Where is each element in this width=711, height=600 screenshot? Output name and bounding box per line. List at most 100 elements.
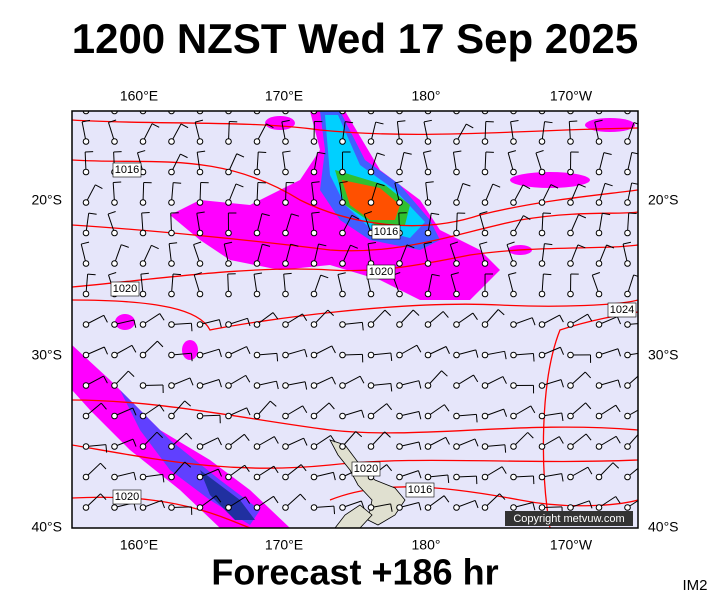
barb-staff [627, 500, 638, 508]
barb-flag [300, 464, 307, 472]
barb-staff [427, 495, 445, 508]
barb-station [624, 260, 631, 267]
barb-flag [281, 119, 290, 123]
barb-station [339, 290, 346, 298]
barb-station [168, 199, 175, 206]
barb-staff [223, 243, 229, 264]
barb-staff [256, 312, 274, 325]
barb-station [253, 473, 261, 481]
barb-flag [504, 444, 507, 453]
barb-staff [142, 340, 158, 356]
barb-station [82, 168, 90, 176]
barb-station [510, 412, 517, 420]
map-frame [71, 110, 639, 529]
barb-flag [311, 181, 320, 184]
barb-staff [313, 309, 329, 325]
barb-flag [532, 353, 535, 362]
barb-staff [314, 111, 315, 112]
barb-station [424, 473, 432, 481]
barb-staff [456, 312, 474, 325]
barb-flag [535, 150, 544, 154]
barb-flag [423, 241, 432, 245]
barb-staff [427, 436, 447, 447]
barb-flag [100, 402, 107, 410]
top-longitude-label: 170°W [550, 88, 593, 104]
barb-staff [256, 436, 275, 447]
barb-staff [456, 499, 476, 508]
barb-station [310, 504, 318, 511]
barb-station [225, 412, 232, 420]
barb-staff [114, 244, 122, 264]
barb-flag [132, 438, 137, 447]
barb-flag [442, 311, 449, 318]
barb-station [339, 412, 346, 420]
barb-staff [541, 184, 552, 203]
barb-flag [108, 119, 117, 123]
barb-flag [159, 313, 165, 321]
right-latitude-label: 30°S [648, 347, 679, 363]
barb-staff [199, 182, 202, 203]
barb-station [168, 168, 175, 176]
barb-flag [577, 244, 586, 249]
barb-station [282, 290, 289, 298]
barb-staff [85, 213, 90, 234]
barb-flag [330, 435, 336, 443]
barb-station [196, 260, 204, 267]
barb-station [624, 382, 631, 389]
barb-station [595, 443, 603, 450]
barb-staff [484, 151, 487, 173]
barb-staff [256, 182, 259, 203]
barb-staff [342, 375, 361, 386]
barb-station [567, 351, 574, 359]
barb-flag [394, 180, 403, 184]
barb-flag [141, 212, 150, 214]
barb-flag [245, 375, 251, 383]
barb-staff [171, 322, 192, 325]
barb-staff [339, 182, 343, 203]
barb-station [510, 199, 517, 206]
barb-station [196, 504, 204, 511]
barb-flag [88, 212, 97, 215]
barb-flag [351, 214, 360, 220]
barb-staff [256, 111, 257, 112]
barb-staff [171, 432, 187, 447]
barb-staff [456, 183, 464, 203]
barb-station [82, 504, 90, 511]
barb-flag [317, 91, 325, 92]
barb-station [481, 382, 489, 389]
barb-station [538, 443, 546, 450]
barb-flag [443, 495, 450, 503]
barb-staff [313, 435, 331, 447]
barb-flag [561, 473, 564, 482]
barb-station [538, 504, 546, 511]
barb-flag [299, 493, 307, 501]
barb-station [225, 382, 232, 389]
barb-flag [304, 349, 308, 358]
barb-flag [592, 272, 601, 276]
barb-flag [159, 404, 165, 412]
barb-staff [342, 353, 363, 356]
barb-staff [627, 409, 638, 417]
barb-flag [527, 432, 534, 439]
barb-flag [462, 183, 471, 187]
barb-station [282, 443, 289, 450]
barb-flag [269, 400, 277, 407]
isobar-label: 1016 [371, 224, 401, 240]
barb-station [624, 473, 631, 481]
barb-station [168, 138, 175, 145]
barb-staff [171, 461, 186, 478]
barb-station [510, 321, 517, 328]
barb-staff [456, 212, 458, 234]
barb-staff [285, 213, 292, 234]
barb-station [253, 443, 261, 450]
barb-staff [513, 501, 533, 508]
top-longitude-label: 180° [412, 88, 441, 104]
barb-flag [261, 213, 270, 217]
barb-station [310, 290, 318, 298]
barb-staff [598, 404, 617, 417]
barb-station [538, 290, 546, 298]
barb-flag [328, 402, 335, 410]
barb-station [253, 229, 261, 237]
barb-staff [399, 244, 408, 264]
barb-staff [311, 182, 315, 203]
